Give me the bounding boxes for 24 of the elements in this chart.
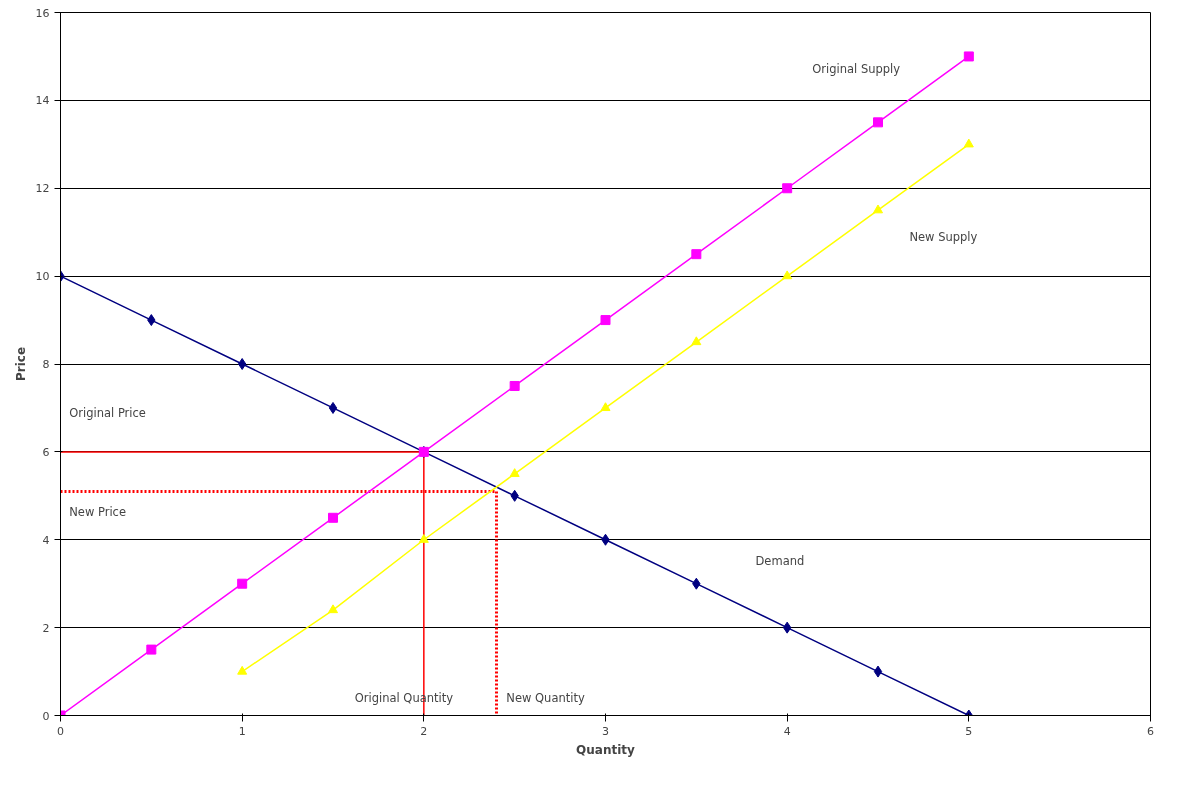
annotation: Original Supply xyxy=(812,61,901,76)
x-tick-label: 6 xyxy=(1147,724,1154,738)
y-tick-label: 6 xyxy=(42,445,50,459)
x-tick-label: 5 xyxy=(965,724,973,738)
y-tick-label: 0 xyxy=(42,709,50,723)
annotation: New Quantity xyxy=(506,690,585,705)
y-tick-label: 4 xyxy=(42,533,50,547)
y-tick-label: 16 xyxy=(35,6,50,20)
y-tick-label: 12 xyxy=(35,182,50,196)
y-axis-title: Price xyxy=(13,346,28,382)
annotation: New Supply xyxy=(909,230,978,245)
annotation: Original Price xyxy=(69,406,146,421)
y-tick-label: 2 xyxy=(42,621,50,635)
y-tick-label: 14 xyxy=(35,94,50,108)
x-tick-label: 0 xyxy=(57,724,64,738)
x-tick-label: 3 xyxy=(602,724,609,738)
annotation: New Price xyxy=(69,504,127,519)
y-tick-label: 8 xyxy=(42,358,50,371)
x-tick-label: 4 xyxy=(783,724,791,738)
x-tick-label: 2 xyxy=(420,724,428,738)
annotation: Demand xyxy=(755,553,805,568)
y-tick-label: 10 xyxy=(35,270,50,284)
x-tick-label: 1 xyxy=(238,724,246,738)
x-axis-title: Quantity xyxy=(576,742,636,757)
